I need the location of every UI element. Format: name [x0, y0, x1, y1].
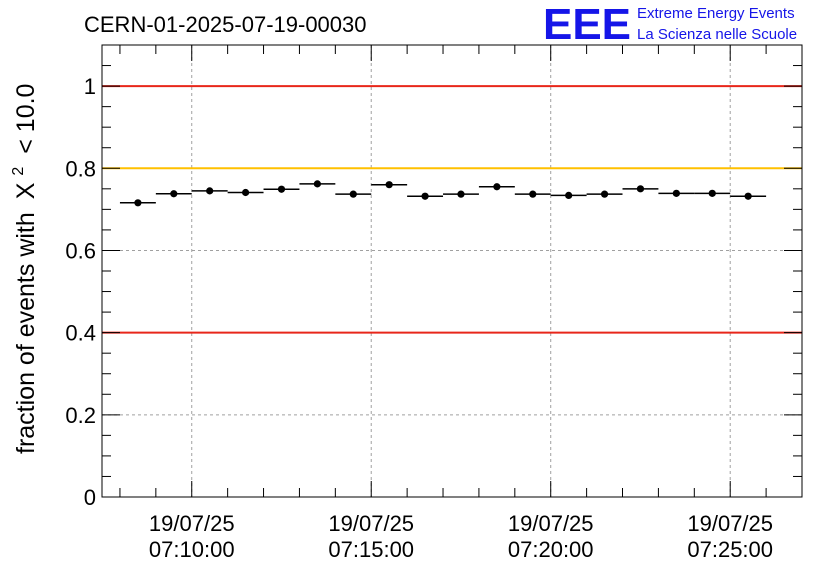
plot-frame [101, 44, 803, 498]
x-tick-time-label: 07:25:00 [687, 537, 773, 562]
data-point [708, 189, 716, 197]
y-axis-label: fraction of events with X 2 < 10.0 [1, 84, 40, 454]
grid-layer [102, 45, 802, 497]
y-tick-label: 1 [84, 74, 96, 99]
x-tick-time-label: 07:15:00 [328, 537, 414, 562]
data-point [277, 185, 286, 193]
data-point [313, 180, 321, 188]
axes: 00.20.40.60.8119/07/2507:10:0019/07/2507… [65, 44, 803, 562]
data-point [170, 190, 178, 198]
data-point [493, 183, 501, 191]
x-tick-date-label: 19/07/25 [508, 511, 594, 536]
eee-logo-line1: Extreme Energy Events [637, 5, 795, 22]
data-point [385, 181, 393, 189]
x-tick-time-label: 07:20:00 [508, 537, 594, 562]
y-tick-label: 0.4 [65, 321, 96, 346]
data-point [241, 188, 250, 197]
data-point [457, 190, 465, 198]
x-tick-time-label: 07:10:00 [149, 537, 235, 562]
y-tick-label: 0.2 [65, 403, 96, 428]
y-tick-label: 0 [84, 485, 96, 510]
data-point [529, 190, 537, 198]
y-axis-label-prefix: fraction of events with [12, 212, 40, 454]
data-point [672, 189, 680, 197]
data-point [636, 185, 645, 193]
data-point [206, 187, 214, 195]
data-point [744, 192, 752, 200]
y-axis-label-superscript: 2 [10, 167, 27, 176]
data-point [600, 190, 609, 198]
x-tick-date-label: 19/07/25 [687, 511, 773, 536]
y-axis-label-suffix: < 10.0 [12, 84, 40, 154]
data-point [134, 199, 142, 207]
eee-logo: EEE Extreme Energy Events La Scienza nel… [543, 0, 797, 49]
data-point [349, 190, 357, 198]
eee-logo-line2: La Scienza nelle Scuole [637, 26, 797, 43]
eee-logo-text: EEE [543, 0, 631, 49]
y-tick-label: 0.6 [65, 238, 96, 263]
y-axis-label-symbol: X [12, 182, 40, 199]
data-point [421, 192, 429, 200]
x-tick-date-label: 19/07/25 [328, 511, 414, 536]
x-tick-date-label: 19/07/25 [149, 511, 235, 536]
chart-title: CERN-01-2025-07-19-00030 [84, 12, 367, 37]
y-tick-label: 0.8 [65, 156, 96, 181]
reference-lines [102, 85, 802, 334]
data-series [119, 180, 767, 207]
data-point [565, 191, 573, 199]
